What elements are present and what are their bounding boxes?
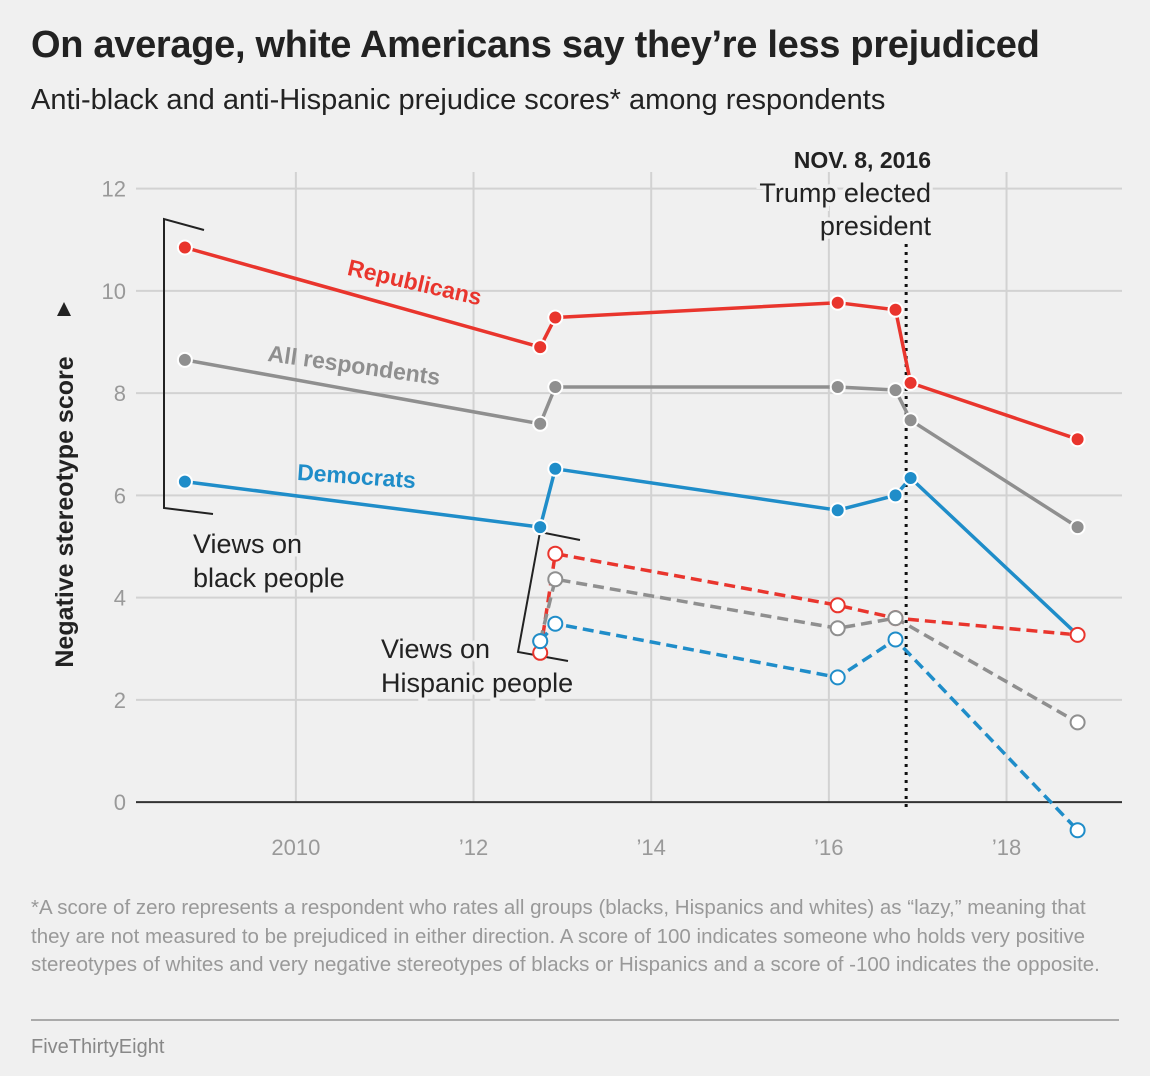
- all-respondents-series-label: All respondents: [266, 340, 442, 390]
- hispanic-views-annotation: Hispanic people: [381, 668, 573, 698]
- data-point: [829, 502, 846, 519]
- event-date-label: NOV. 8, 2016: [794, 147, 931, 173]
- data-point: [1069, 626, 1086, 643]
- data-point: [902, 412, 919, 429]
- event-label-line: president: [820, 211, 932, 241]
- y-tick-label: 4: [114, 586, 126, 611]
- hispanic-series-line: [538, 621, 1079, 832]
- data-point: [902, 374, 919, 391]
- black-series-line: [184, 358, 1079, 529]
- democrats-series-label: Democrats: [296, 459, 416, 493]
- data-point: [532, 519, 549, 536]
- data-point: [547, 379, 564, 395]
- footer-divider: [31, 1019, 1119, 1021]
- data-point: [547, 571, 564, 588]
- data-point: [829, 379, 846, 395]
- data-point: [887, 631, 904, 648]
- data-point: [1069, 714, 1086, 731]
- y-tick-label: 6: [114, 483, 126, 508]
- y-tick-label: 2: [114, 688, 126, 713]
- chart-title: On average, white Americans say they’re …: [31, 24, 1040, 66]
- event-label-line: Trump elected: [759, 178, 931, 208]
- data-point: [176, 351, 193, 368]
- data-point: [532, 633, 549, 650]
- x-tick-label: 2010: [271, 835, 320, 860]
- data-point: [547, 615, 564, 632]
- chart-labels: Republicans All respondents Democrats Views…: [190, 254, 577, 701]
- data-point: [887, 301, 904, 318]
- data-point: [1069, 431, 1086, 448]
- y-tick-label: 10: [102, 279, 126, 304]
- data-point: [887, 610, 904, 627]
- x-tick-label: ’14: [637, 835, 666, 860]
- data-point: [547, 545, 564, 562]
- y-axis-label: Negative stereotype score: [51, 356, 79, 667]
- y-tick-label: 0: [114, 790, 126, 815]
- x-tick-label: ’12: [459, 835, 488, 860]
- data-point: [547, 460, 564, 477]
- x-tick-label: ’18: [992, 835, 1021, 860]
- source-credit: FiveThirtyEight: [31, 1036, 165, 1058]
- x-tick-label: ’16: [814, 835, 843, 860]
- data-point: [1069, 519, 1086, 536]
- data-point: [176, 473, 193, 490]
- black-series-line: [184, 245, 1079, 441]
- y-tick-label: 12: [102, 177, 126, 202]
- data-point: [532, 339, 549, 356]
- line-chart: 0 2 4 6 8 10 12 2010 ’12 ’14 ’16 ’18 Negative stereo…: [51, 144, 1122, 860]
- data-point: [532, 415, 549, 432]
- data-point: [887, 487, 904, 504]
- gridlines: [136, 172, 1122, 803]
- black-views-annotation: black people: [193, 563, 345, 593]
- data-point: [176, 239, 193, 256]
- data-point: [902, 470, 919, 486]
- data-point: [547, 309, 564, 326]
- series-lines: [184, 245, 1079, 832]
- data-point: [829, 620, 846, 637]
- up-arrow-icon: [57, 302, 71, 316]
- black-views-annotation: Views on: [193, 529, 302, 559]
- y-tick-label: 8: [114, 381, 126, 406]
- data-point: [829, 597, 846, 614]
- footnote: *A score of zero represents a respondent…: [31, 896, 1100, 976]
- hispanic-views-annotation: Views on: [381, 634, 490, 664]
- republicans-series-label: Republicans: [345, 254, 484, 310]
- chart-subtitle: Anti-black and anti-Hispanic prejudice s…: [31, 84, 886, 116]
- black-series-line: [184, 467, 1079, 637]
- data-point: [829, 294, 846, 311]
- data-point: [1069, 822, 1086, 839]
- black-views-bracket: [163, 217, 214, 515]
- data-point: [887, 382, 904, 399]
- axes: 0 2 4 6 8 10 12 2010 ’12 ’14 ’16 ’18 Negative stereo…: [51, 177, 1122, 860]
- series-points: [176, 239, 1086, 839]
- data-point: [829, 669, 846, 686]
